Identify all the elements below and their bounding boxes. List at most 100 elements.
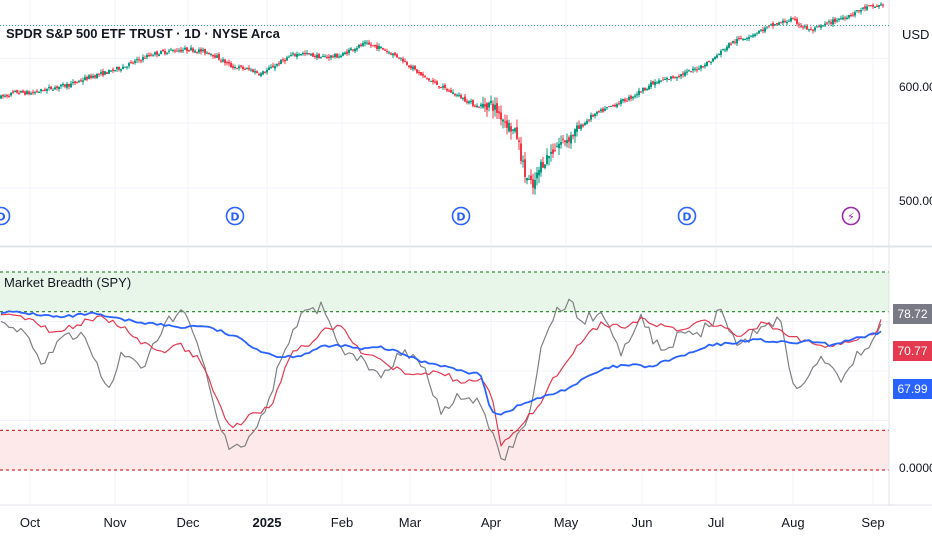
candle-body (28, 91, 30, 95)
candle-body (544, 164, 546, 168)
candle-body (410, 65, 412, 69)
value-tag-red: 70.77 (893, 341, 932, 361)
symbol-title[interactable]: SPDR S&P 500 ETF TRUST · 1D · NYSE Arca (6, 26, 280, 41)
indicator-title[interactable]: Market Breadth (SPY) (4, 275, 132, 290)
candle-body (730, 43, 732, 45)
candle-body (4, 95, 6, 97)
candle-body (440, 86, 442, 89)
candle-body (434, 81, 436, 83)
candle-body (844, 17, 846, 19)
candle-body (204, 48, 206, 54)
candle-body (148, 54, 150, 56)
candle-body (170, 49, 172, 51)
candle-body (678, 75, 680, 77)
candle-body (500, 112, 502, 120)
marker-circle (451, 206, 471, 226)
overbought-zone (0, 272, 889, 312)
candle-body (100, 72, 102, 74)
candle-body (366, 42, 368, 44)
candle-body (270, 66, 272, 68)
x-tick-label: May (553, 515, 579, 530)
candle-body (552, 149, 554, 154)
candle-body (564, 140, 566, 143)
candle-body (602, 108, 604, 112)
dividend-marker[interactable]: D (225, 206, 245, 226)
event-marker[interactable]: ⚡ (841, 206, 861, 226)
candle-body (228, 61, 230, 64)
candle-body (460, 95, 462, 99)
candle-body (260, 73, 262, 76)
candle-body (276, 64, 278, 66)
candle-body (514, 128, 516, 132)
candle-body (246, 68, 248, 70)
candle-body (400, 57, 402, 59)
candle-body (102, 71, 104, 76)
candle-body (388, 52, 390, 54)
candle-body (524, 159, 526, 177)
candle-body (470, 100, 472, 102)
candle-body (608, 106, 610, 108)
candle-body (142, 57, 144, 61)
candle-body (728, 43, 730, 48)
event-markers[interactable]: D D D D ⚡ (0, 206, 861, 226)
candle-body (272, 65, 274, 68)
candle-body (226, 62, 228, 64)
candle-body (190, 47, 192, 51)
candle-body (612, 104, 614, 106)
dividend-marker[interactable]: D (0, 206, 11, 226)
candle-body (238, 66, 240, 69)
currency-label[interactable]: USD (902, 27, 930, 42)
candle-body (344, 52, 346, 55)
candle-body (402, 58, 404, 62)
candle-body (348, 49, 350, 53)
candle-body (452, 92, 454, 94)
axes (0, 0, 932, 506)
candle-body (868, 5, 870, 7)
dividend-marker[interactable]: D (451, 206, 471, 226)
candle-body (610, 105, 612, 107)
candle-body (520, 143, 522, 161)
x-tick-label: Jul (707, 515, 725, 530)
candle-body (680, 74, 682, 77)
candle-body (872, 5, 874, 7)
candle-body (478, 106, 480, 108)
candle-body (596, 111, 598, 114)
candle-body (482, 103, 484, 108)
candle-body (718, 53, 720, 55)
x-tick-label: Jun (631, 515, 653, 530)
candle-body (808, 29, 810, 31)
candle-body (472, 100, 474, 106)
candle-body (558, 143, 560, 149)
candle-body (286, 57, 288, 61)
breadth-zones (0, 271, 889, 471)
candle-body (670, 76, 672, 79)
candle-body (86, 76, 88, 80)
candle-body (240, 65, 242, 67)
candle-body (632, 96, 634, 99)
candle-body (392, 53, 394, 56)
candle-body (696, 69, 698, 71)
candle-body (786, 21, 788, 24)
candle-body (346, 51, 348, 54)
candle-body (132, 62, 134, 64)
candle-body (442, 85, 444, 88)
candle-body (208, 52, 210, 55)
candle-body (476, 105, 478, 107)
candle-body (674, 77, 676, 79)
candle-body (542, 162, 544, 168)
candle-body (56, 86, 58, 89)
dividend-marker[interactable]: D (677, 206, 697, 226)
candle-body (30, 93, 32, 95)
candle-body (870, 5, 872, 7)
candle-body (242, 66, 244, 69)
candle-body (456, 94, 458, 96)
price-tick-label: 500.00 (899, 194, 932, 208)
candle-body (18, 92, 20, 94)
candle-body (36, 91, 38, 93)
candle-body (182, 50, 184, 52)
candle-body (592, 115, 594, 117)
candle-body (26, 91, 28, 95)
candlestick-series (0, 2, 884, 195)
